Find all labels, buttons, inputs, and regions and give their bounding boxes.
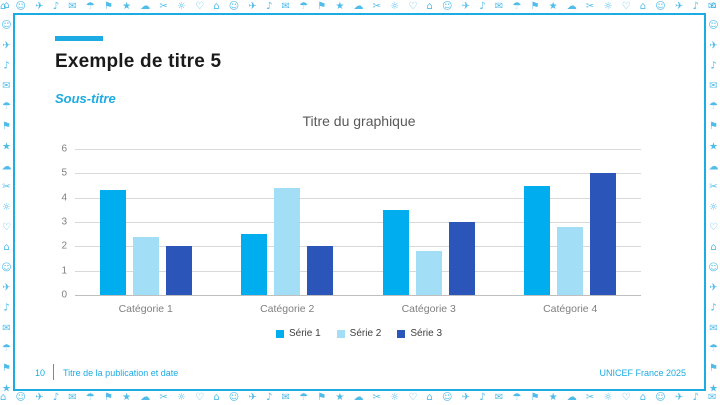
doodle-border-right-icon: ⌂ ☺ ✈ ♪ ✉ ☂ ⚑ ★ ☁ ✂ ☼ ♡ ⌂ ☺ ✈ ♪ ✉ ☂ ⚑ ★ … xyxy=(706,0,720,405)
category-label: Catégorie 4 xyxy=(543,303,598,315)
legend-label: Série 1 xyxy=(288,328,321,339)
chart-title: Titre du graphique xyxy=(302,113,416,129)
category-label: Catégorie 2 xyxy=(260,303,315,315)
bar-série-1 xyxy=(241,234,268,295)
gridline xyxy=(75,295,641,296)
chart-legend: Série 1 Série 2 Série 3 xyxy=(59,328,659,339)
legend-swatch xyxy=(336,329,345,338)
legend-item: Série 2 xyxy=(336,328,382,339)
y-axis-tick-label: 6 xyxy=(61,143,67,155)
category-label: Catégorie 1 xyxy=(118,303,173,315)
footer-separator xyxy=(53,364,54,380)
y-axis-tick-label: 4 xyxy=(61,192,67,204)
gridline xyxy=(75,246,641,248)
doodle-border-top-icon: ⌂ ☺ ✈ ♪ ✉ ☂ ⚑ ★ ☁ ✂ ☼ ♡ ⌂ ☺ ✈ ♪ ✉ ☂ ⚑ ★ … xyxy=(0,1,720,12)
gridline xyxy=(75,173,641,175)
y-axis-tick-label: 5 xyxy=(61,167,67,179)
publication-title: Titre de la publication et date xyxy=(63,368,179,378)
y-axis-tick-label: 1 xyxy=(61,265,67,277)
bar-série-1 xyxy=(382,209,409,295)
gridline xyxy=(75,149,641,150)
legend-item: Série 1 xyxy=(275,328,321,339)
bar-série-3 xyxy=(307,246,334,295)
bar-série-2 xyxy=(557,226,584,295)
slide-footer: 10 Titre de la publication et date UNICE… xyxy=(15,364,704,380)
bar-série-1 xyxy=(99,190,126,295)
y-axis-tick-label: 0 xyxy=(61,289,67,301)
bar-group xyxy=(217,149,359,295)
y-axis-tick-label: 3 xyxy=(61,216,67,228)
legend-swatch xyxy=(275,329,284,338)
legend-item: Série 3 xyxy=(397,328,442,339)
page-number: 10 xyxy=(35,368,46,378)
bar-groups xyxy=(75,149,641,295)
bar-série-2 xyxy=(132,236,159,295)
legend-label: Série 2 xyxy=(349,328,382,339)
slide-subtitle: Sous-titre xyxy=(55,91,116,106)
bar-série-2 xyxy=(415,251,442,295)
chart-category-axis: Catégorie 1 Catégorie 2 Catégorie 3 Catégor… xyxy=(75,303,641,315)
slide-content-frame: Exemple de titre 5 Sous-titre Titre du g… xyxy=(13,13,706,391)
gridline xyxy=(75,270,641,272)
credit-text: UNICEF France 2025 xyxy=(599,368,686,378)
category-label: Catégorie 3 xyxy=(401,303,456,315)
bar-série-3 xyxy=(590,173,617,295)
bar-série-2 xyxy=(274,187,301,295)
bar-série-3 xyxy=(165,246,192,295)
bar-série-3 xyxy=(448,222,475,295)
bar-série-1 xyxy=(524,185,551,295)
title-accent-bar xyxy=(55,36,103,41)
gridline xyxy=(75,222,641,223)
legend-swatch xyxy=(397,329,406,338)
doodle-border-left-icon: ⌂ ☺ ✈ ♪ ✉ ☂ ⚑ ★ ☁ ✂ ☼ ♡ ⌂ ☺ ✈ ♪ ✉ ☂ ⚑ ★ … xyxy=(0,0,13,405)
bar-group xyxy=(75,149,217,295)
bar-group xyxy=(358,149,500,295)
chart-plot-area: 0 1 2 3 4 5 6 xyxy=(61,144,641,301)
gridline xyxy=(75,197,641,199)
slide-title: Exemple de titre 5 xyxy=(55,51,222,72)
bar-group xyxy=(500,149,642,295)
y-axis-tick-label: 2 xyxy=(61,240,67,252)
doodle-border-bottom-icon: ⌂ ☺ ✈ ♪ ✉ ☂ ⚑ ★ ☁ ✂ ☼ ♡ ⌂ ☺ ✈ ♪ ✉ ☂ ⚑ ★ … xyxy=(0,392,720,403)
legend-label: Série 3 xyxy=(410,328,443,339)
